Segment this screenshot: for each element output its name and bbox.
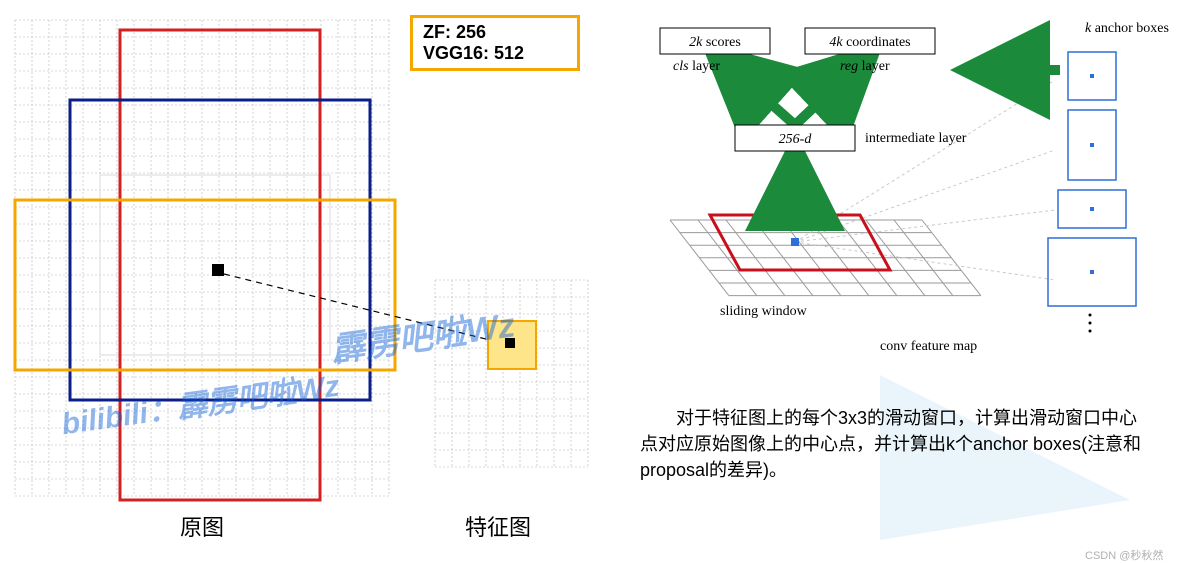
description-paragraph: 对于特征图上的每个3x3的滑动窗口，计算出滑动窗口中心点对应原始图像上的中心点，… <box>640 405 1150 483</box>
dim-line-2: VGG16: 512 <box>423 43 567 64</box>
svg-text:sliding window: sliding window <box>720 304 808 319</box>
svg-text:reg layer: reg layer <box>840 59 890 74</box>
feature-figure-label: 特征图 <box>465 510 531 542</box>
svg-text:k anchor boxes: k anchor boxes <box>1085 21 1169 36</box>
svg-text:intermediate layer: intermediate layer <box>865 131 967 146</box>
left-figure-label: 原图 <box>180 510 224 542</box>
svg-text:conv feature map: conv feature map <box>880 339 977 354</box>
feature-figure <box>0 0 600 560</box>
svg-text:4k coordinates: 4k coordinates <box>829 35 910 50</box>
credit-text: CSDN @秒秋然 <box>1085 547 1163 563</box>
svg-text:cls layer: cls layer <box>673 59 720 74</box>
dim-line-1: ZF: 256 <box>423 22 567 43</box>
dim-info-box: ZF: 256 VGG16: 512 <box>410 15 580 71</box>
rpn-diagram: 2k scores 4k coordinates 256-d cls layer re… <box>640 10 1192 380</box>
svg-text:256-d: 256-d <box>779 132 813 147</box>
svg-text:2k scores: 2k scores <box>689 35 741 50</box>
